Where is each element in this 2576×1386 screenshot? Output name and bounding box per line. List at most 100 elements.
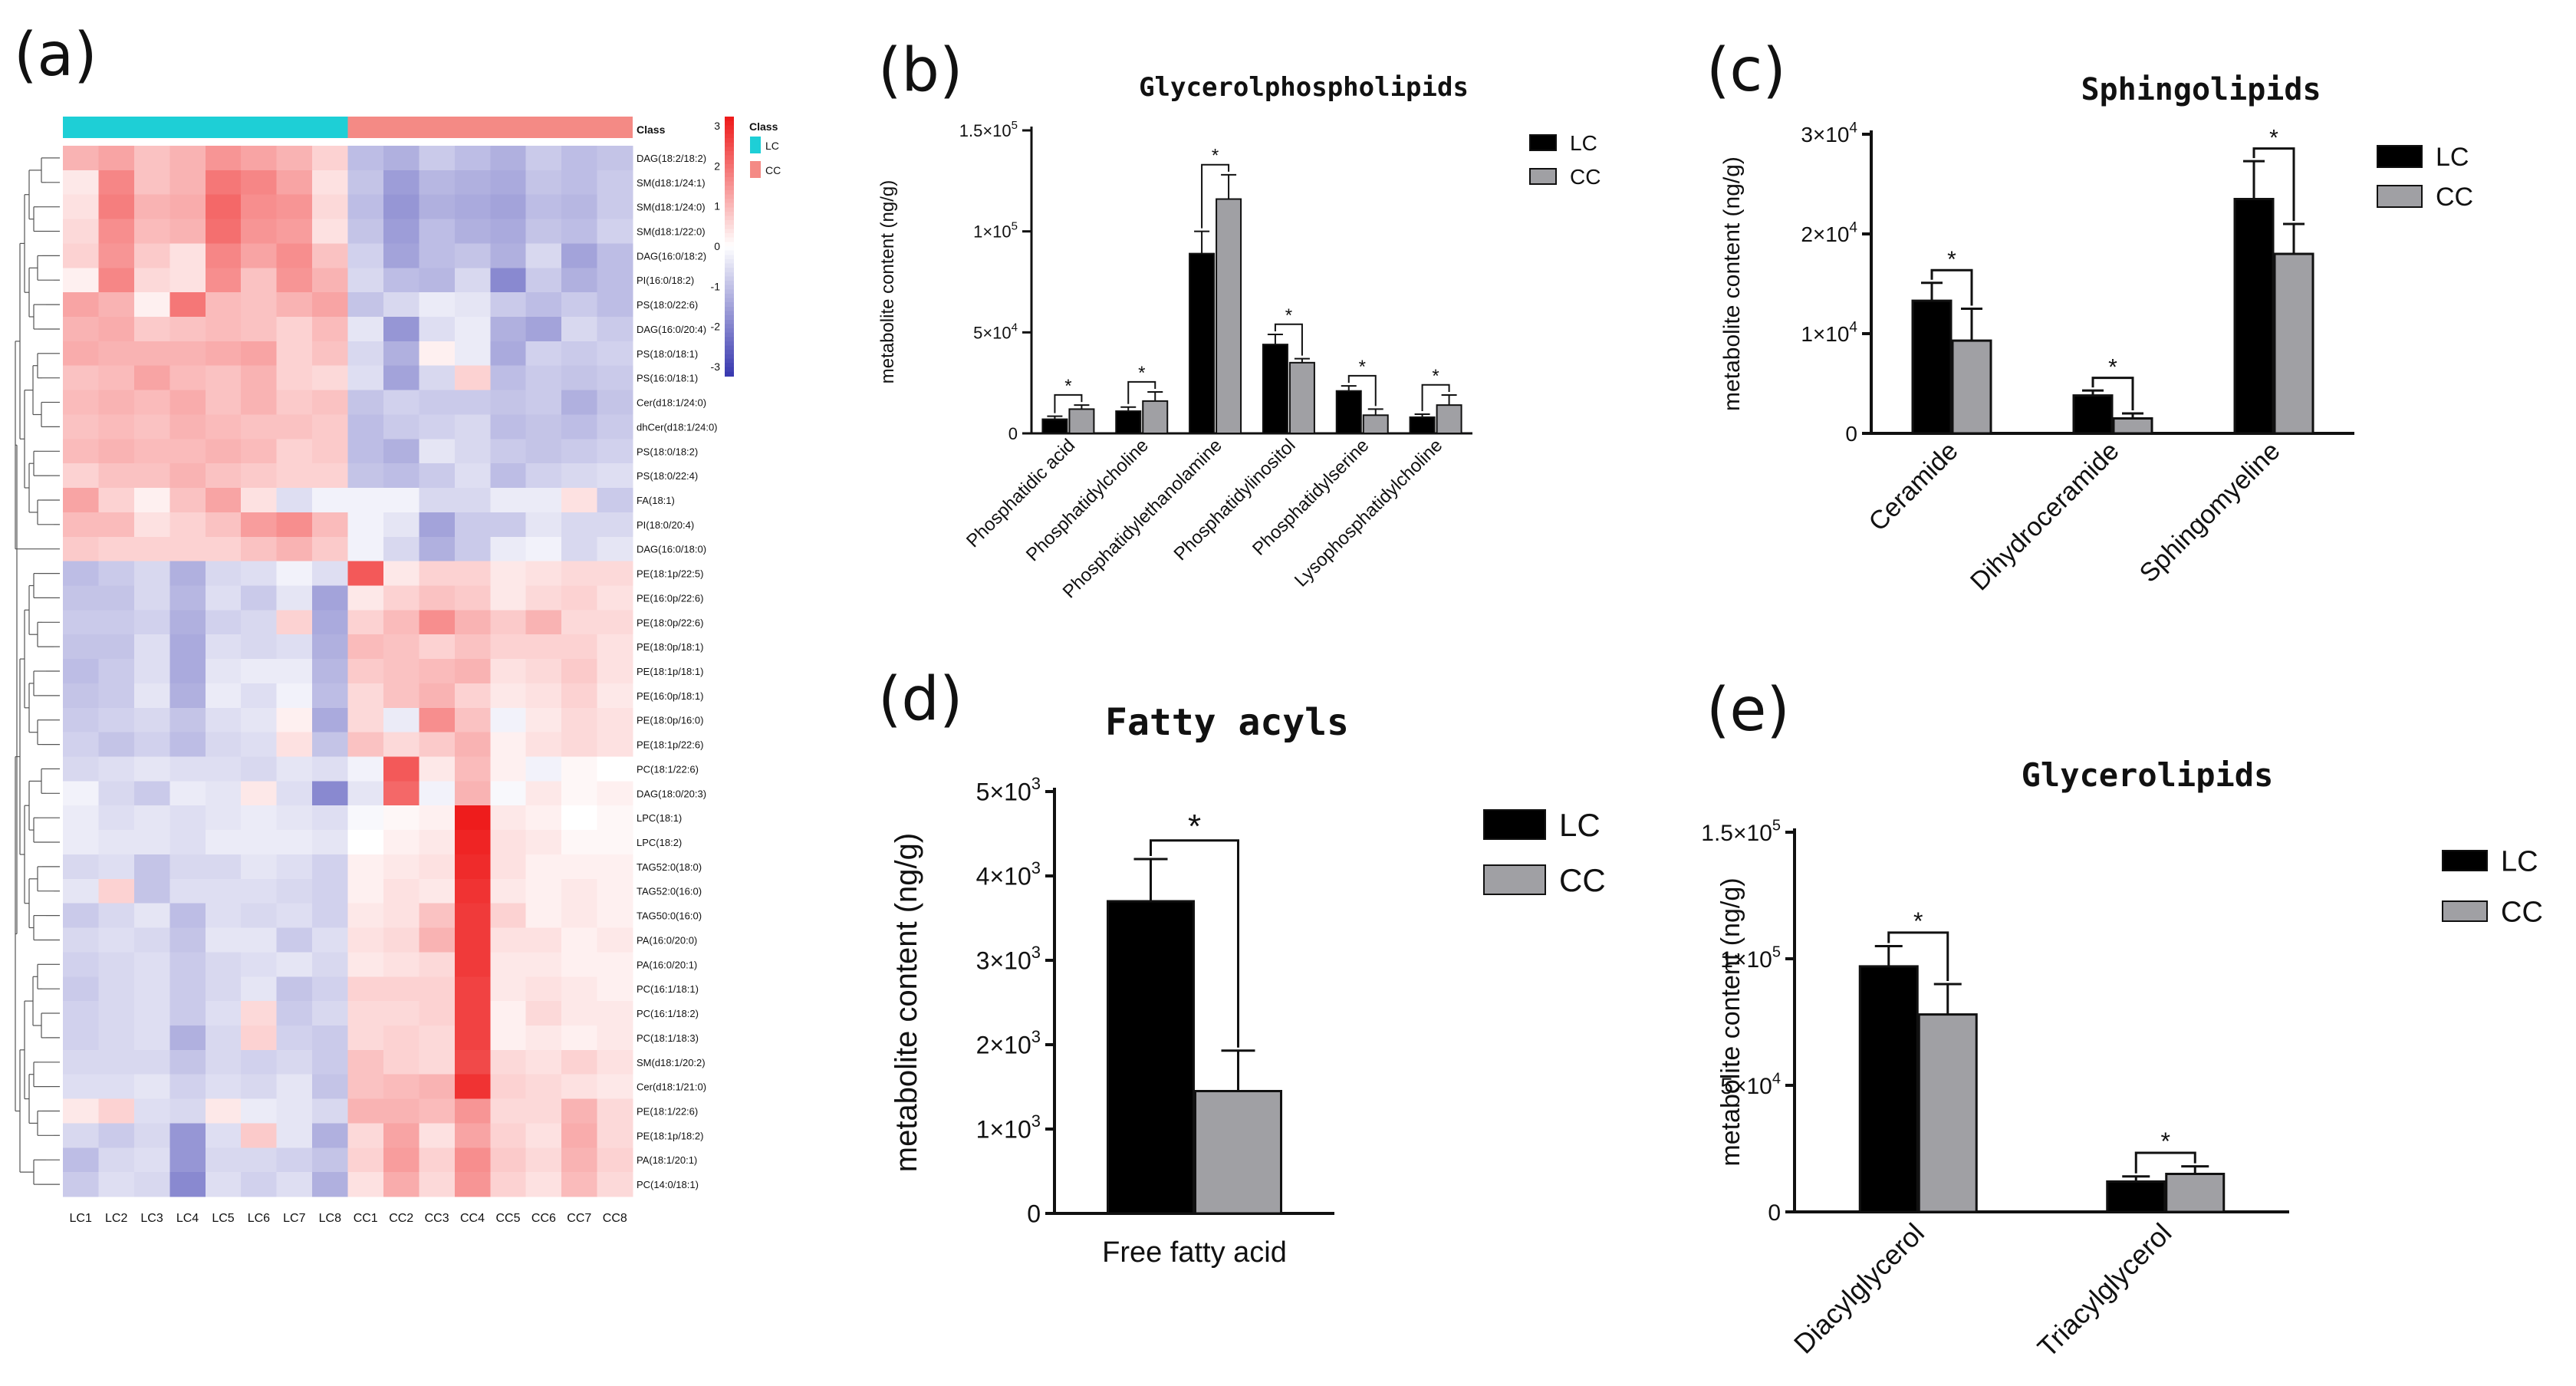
y-tick-label: 1×104 <box>1801 319 1857 346</box>
heatmap-cell <box>383 732 419 758</box>
heatmap-cell <box>561 170 598 196</box>
heatmap-cell <box>98 146 135 171</box>
heatmap-cell <box>561 561 598 587</box>
bar-lc-phosphatidic-acid <box>1041 418 1068 434</box>
heatmap-cell <box>490 756 527 782</box>
heatmap-cell <box>276 634 313 660</box>
heatmap-cell <box>419 170 456 196</box>
heatmap-cell <box>490 243 527 268</box>
heatmap-cell <box>383 536 419 562</box>
y-tick-label: 5×104 <box>973 321 1018 342</box>
heatmap-cell <box>169 903 206 929</box>
heatmap-cell <box>561 341 598 367</box>
heatmap-cell <box>525 414 562 440</box>
heatmap-cell <box>241 610 278 635</box>
heatmap-cell <box>419 414 456 440</box>
heatmap-cell <box>63 634 100 660</box>
heatmap-cell <box>383 1123 419 1148</box>
heatmap-cell <box>561 194 598 220</box>
heatmap-cell <box>347 439 384 464</box>
heatmap-cell <box>98 170 135 196</box>
heatmap-cell <box>133 927 170 953</box>
heatmap-cell <box>312 1001 349 1026</box>
heatmap-cell <box>312 610 349 635</box>
heatmap-column-label: CC7 <box>567 1212 591 1225</box>
heatmap-cell <box>419 634 456 660</box>
heatmap-cell <box>347 1123 384 1148</box>
heatmap-cell <box>312 585 349 611</box>
heatmap-cell <box>98 659 135 684</box>
heatmap-cell <box>98 390 135 416</box>
chart-title: Sphingolipids <box>2081 72 2321 107</box>
heatmap-cell <box>383 781 419 806</box>
heatmap-cell <box>383 634 419 660</box>
heatmap-cell <box>312 292 349 318</box>
heatmap-row-label: PE(18:1p/18:2) <box>637 1130 703 1141</box>
heatmap-cell <box>383 610 419 635</box>
heatmap-cell <box>383 243 419 268</box>
heatmap-cell <box>454 170 491 196</box>
heatmap-cell <box>63 488 100 513</box>
heatmap-cell <box>383 1049 419 1075</box>
chart-title: Fatty acyls <box>1105 701 1349 744</box>
heatmap-cell <box>525 610 562 635</box>
heatmap-cell <box>597 659 633 684</box>
heatmap-cell <box>490 1172 527 1197</box>
heatmap-cell <box>241 1001 278 1026</box>
heatmap-cell <box>133 219 170 245</box>
significance-star: * <box>1947 247 1956 272</box>
significance-bracket <box>1127 380 1156 404</box>
heatmap-cell <box>347 1025 384 1051</box>
heatmap-cell <box>597 610 633 635</box>
heatmap-cell <box>276 1123 313 1148</box>
heatmap-cell <box>63 878 100 904</box>
heatmap-cell <box>276 659 313 684</box>
heatmap-cell <box>276 732 313 758</box>
heatmap-cell <box>597 1025 633 1051</box>
bar-cc-phosphatidylcholine <box>1142 400 1169 434</box>
color-scale-segment <box>725 117 734 122</box>
heatmap-row-label: SM(d18:1/24:0) <box>637 202 706 213</box>
heatmap-row-label: PE(18:1p/22:6) <box>637 739 703 751</box>
bar-lc-triacylglycerol <box>2106 1180 2166 1213</box>
heatmap-cell <box>241 512 278 538</box>
legend-swatch-cc <box>1529 168 1557 185</box>
heatmap-cell <box>276 854 313 880</box>
heatmap-cell <box>241 1098 278 1124</box>
heatmap-cell <box>312 1123 349 1148</box>
heatmap-cell <box>63 317 100 342</box>
heatmap-cell <box>63 927 100 953</box>
heatmap-cell <box>98 1098 135 1124</box>
heatmap-cell <box>490 1074 527 1100</box>
heatmap-cell <box>383 805 419 831</box>
heatmap-cell <box>419 903 456 929</box>
color-scale-segment <box>725 293 734 299</box>
bar-cc-diacylglycerol <box>1917 1013 1978 1213</box>
heatmap-cell <box>205 952 242 977</box>
heatmap-cell <box>169 536 206 562</box>
heatmap-cell <box>490 219 527 245</box>
heatmap-cell <box>383 341 419 367</box>
heatmap-cell <box>169 268 206 293</box>
heatmap-cell <box>454 536 491 562</box>
heatmap-cell <box>169 781 206 806</box>
heatmap-cell <box>454 781 491 806</box>
chart-glycerolipids: Glycerolipids metabolite content (ng/g) 0 5… <box>1701 756 2543 1363</box>
heatmap-cell <box>169 365 206 391</box>
heatmap-cell <box>490 170 527 196</box>
panel-label-c: (c) <box>1706 36 1786 105</box>
heatmap-cell <box>241 536 278 562</box>
heatmap-cell <box>205 634 242 660</box>
heatmap-cell <box>241 243 278 268</box>
heatmap-cell <box>561 1049 598 1075</box>
heatmap-cell <box>63 1074 100 1100</box>
color-scale-segment <box>725 211 734 217</box>
heatmap-cell <box>419 1172 456 1197</box>
heatmap-cell <box>490 610 527 635</box>
category-label: Dihydroceramide <box>1965 436 2125 597</box>
color-scale-segment <box>725 242 734 247</box>
heatmap-cell <box>205 390 242 416</box>
heatmap-cell <box>205 219 242 245</box>
heatmap-cell <box>347 683 384 709</box>
heatmap-cell <box>312 756 349 782</box>
